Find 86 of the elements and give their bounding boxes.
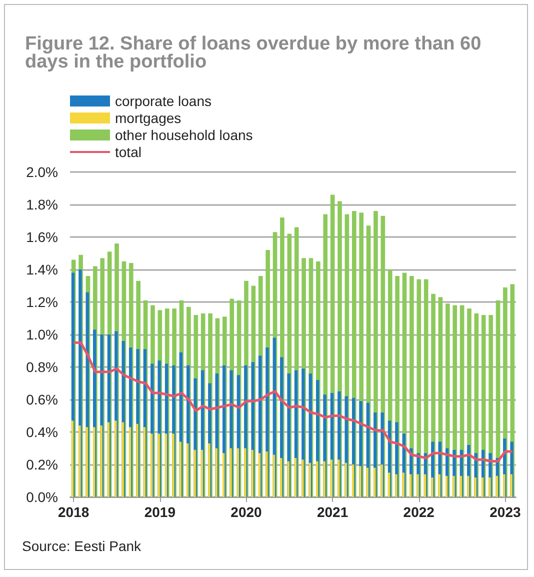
bar bbox=[308, 462, 311, 497]
bar bbox=[366, 468, 369, 497]
y-tick-label: 2.0% bbox=[26, 164, 58, 180]
y-tick-label: 0.2% bbox=[26, 456, 58, 472]
bar bbox=[222, 453, 225, 497]
bar bbox=[316, 461, 318, 497]
bar bbox=[258, 453, 261, 497]
bar bbox=[481, 478, 484, 497]
bar bbox=[93, 427, 96, 497]
bar bbox=[78, 426, 81, 497]
legend-label: total bbox=[115, 144, 142, 160]
bar bbox=[488, 478, 491, 497]
bar bbox=[416, 474, 419, 497]
bar bbox=[107, 422, 110, 497]
bar bbox=[71, 420, 74, 497]
bar bbox=[352, 464, 354, 497]
y-tick-label: 1.8% bbox=[26, 196, 58, 212]
bar bbox=[136, 424, 138, 497]
x-tick-label: 2019 bbox=[144, 504, 176, 520]
bar bbox=[359, 466, 362, 497]
y-tick-label: 0.4% bbox=[26, 424, 58, 440]
bar bbox=[230, 448, 232, 497]
x-tick-label: 2023 bbox=[490, 504, 521, 520]
y-tick-label: 1.6% bbox=[26, 229, 58, 245]
bar bbox=[186, 443, 189, 497]
bar bbox=[179, 442, 182, 497]
bar bbox=[122, 422, 124, 497]
bar bbox=[128, 427, 132, 497]
bar bbox=[158, 434, 160, 497]
x-tick-label: 2021 bbox=[316, 504, 348, 520]
x-tick-label: 2020 bbox=[230, 504, 262, 520]
bar bbox=[446, 476, 448, 497]
bar bbox=[236, 448, 240, 497]
bar bbox=[395, 474, 398, 497]
bar bbox=[338, 460, 340, 497]
bar bbox=[200, 450, 204, 497]
bar bbox=[114, 420, 117, 497]
bar bbox=[452, 476, 455, 497]
bar bbox=[380, 464, 383, 497]
bar bbox=[402, 472, 404, 497]
bar bbox=[143, 427, 146, 497]
y-tick-label: 0.6% bbox=[26, 392, 58, 408]
bar bbox=[272, 454, 276, 497]
legend-label: other household loans bbox=[115, 127, 253, 143]
bar bbox=[503, 474, 506, 497]
chart-title: Figure 12. Share of loans overdue by more than 60 days in the portfolio bbox=[25, 34, 486, 72]
bar bbox=[467, 476, 470, 497]
x-tick-label: 2022 bbox=[403, 504, 435, 520]
bar bbox=[172, 434, 174, 497]
y-tick-label: 1.0% bbox=[26, 326, 58, 342]
bar bbox=[208, 443, 210, 497]
bar bbox=[164, 434, 168, 497]
bar bbox=[460, 476, 462, 497]
bar bbox=[266, 452, 268, 497]
bar bbox=[302, 460, 304, 497]
bar bbox=[330, 460, 333, 497]
y-tick-label: 0.0% bbox=[26, 489, 58, 505]
bar bbox=[424, 474, 426, 497]
bar bbox=[215, 448, 218, 497]
y-tick-label: 1.4% bbox=[26, 262, 58, 278]
bar bbox=[86, 427, 88, 497]
bar bbox=[244, 448, 246, 497]
bar bbox=[323, 461, 326, 497]
legend-label: corporate loans bbox=[115, 93, 212, 109]
bar bbox=[388, 472, 390, 497]
bar bbox=[294, 458, 297, 497]
bar bbox=[438, 474, 440, 497]
y-tick-label: 1.2% bbox=[26, 294, 58, 310]
bar bbox=[496, 476, 498, 497]
bar bbox=[474, 478, 476, 497]
bar bbox=[194, 450, 196, 497]
legend-label: mortgages bbox=[115, 110, 182, 126]
bar bbox=[287, 461, 290, 497]
line-series bbox=[72, 341, 514, 462]
source-note: Source: Eesti Pank bbox=[22, 538, 142, 554]
x-tick-label: 2018 bbox=[58, 504, 90, 520]
bar bbox=[280, 458, 282, 497]
bar bbox=[410, 474, 412, 497]
bar bbox=[510, 474, 512, 497]
y-tick-label: 0.8% bbox=[26, 359, 58, 375]
bar bbox=[100, 426, 102, 497]
bar bbox=[150, 434, 153, 497]
bar bbox=[374, 468, 376, 497]
bar bbox=[344, 462, 347, 497]
bar bbox=[251, 450, 254, 497]
bar bbox=[431, 478, 434, 497]
